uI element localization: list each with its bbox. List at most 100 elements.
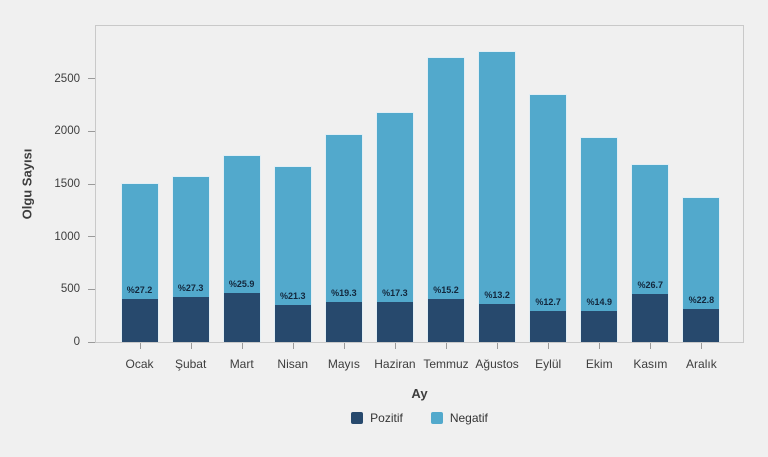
segment-negatif <box>274 167 311 305</box>
bar-percent-label: %21.3 <box>280 291 306 301</box>
x-category-label: Ocak <box>125 357 154 371</box>
stacked-bar: %26.7 <box>631 164 670 342</box>
segment-pozitif <box>632 294 669 342</box>
stacked-bar: %25.9 <box>222 155 261 342</box>
segment-negatif <box>376 113 413 302</box>
x-category-label: Eylül <box>535 357 562 371</box>
x-tick-mark <box>190 343 192 349</box>
x-category-label: Ağustos <box>475 357 519 371</box>
segment-negatif <box>479 52 516 304</box>
legend-label-pozitif: Pozitif <box>370 411 403 425</box>
segment-pozitif <box>428 299 464 342</box>
bar-percent-label: %27.3 <box>177 283 204 293</box>
segment-negatif <box>530 95 567 311</box>
x-tick-mark <box>497 343 499 349</box>
stacked-bar: %12.7 <box>529 94 568 342</box>
y-tick-label: 500 <box>60 283 80 296</box>
x-category-label: Haziran <box>374 357 416 371</box>
x-tick-mark <box>343 343 345 349</box>
bar-percent-label: %19.3 <box>331 288 357 298</box>
segment-negatif <box>121 184 158 299</box>
negatif-swatch-icon <box>430 412 443 424</box>
bar-slot: Kasım %26.7 <box>625 26 676 371</box>
x-category-label: Nisan <box>277 357 309 371</box>
x-tick-mark <box>650 343 652 349</box>
y-tick-mark <box>88 236 95 238</box>
y-tick-mark <box>88 78 95 80</box>
stacked-bar: %22.8 <box>682 197 721 342</box>
segment-negatif <box>172 177 209 297</box>
y-tick-mark <box>88 288 95 290</box>
y-tick-label: 0 <box>73 336 80 348</box>
bar-percent-label: %22.8 <box>688 295 715 305</box>
bar-percent-label: %14.9 <box>586 297 612 307</box>
y-tick-label: 1000 <box>54 230 80 243</box>
bar-slot: Eylül %12.7 <box>523 26 574 371</box>
x-tick-mark <box>599 343 601 349</box>
bar-percent-label: %12.7 <box>535 297 561 307</box>
pozitif-swatch-icon <box>351 412 364 424</box>
y-tick-label: 2000 <box>54 125 80 138</box>
x-tick-mark <box>241 343 243 349</box>
segment-pozitif <box>325 302 362 342</box>
stacked-bar: %15.2 <box>427 57 465 342</box>
x-tick-mark <box>446 343 447 349</box>
y-tick-mark <box>88 183 95 185</box>
y-tick-label: 1500 <box>54 178 80 190</box>
bar-slot: Ocak %27.2 <box>114 26 165 371</box>
bar-slot: Şubat %27.3 <box>165 26 216 371</box>
legend-label-negatif: Negatif <box>449 411 488 425</box>
segment-negatif <box>428 58 464 299</box>
legend-item-negatif: Negatif <box>430 411 488 425</box>
bar-percent-label: %17.3 <box>382 288 408 298</box>
bar-slot: Ekim %14.9 <box>574 26 625 371</box>
bar-slot: Mart %25.9 <box>216 26 267 371</box>
segment-pozitif <box>581 311 618 342</box>
x-category-label: Aralık <box>686 357 717 371</box>
y-tick-mark <box>88 130 95 132</box>
bar-slot: Mayıs %19.3 <box>318 26 369 371</box>
segment-pozitif <box>274 305 311 342</box>
stacked-bar: %21.3 <box>273 166 312 342</box>
bar-slot: Temmuz %15.2 <box>420 26 471 371</box>
y-tick-label: 2500 <box>54 72 80 85</box>
segment-negatif <box>325 135 362 302</box>
bar-percent-label: %25.9 <box>228 279 255 289</box>
x-category-label: Ekim <box>585 357 613 371</box>
x-category-label: Mart <box>229 357 254 371</box>
x-category-label: Mayıs <box>327 357 360 371</box>
segment-pozitif <box>121 299 158 342</box>
x-category-label: Temmuz <box>423 357 469 371</box>
x-axis-title: Ay <box>411 386 428 401</box>
segment-negatif <box>223 156 260 293</box>
bar-slot: Aralık %22.8 <box>676 26 727 371</box>
x-category-label: Şubat <box>174 357 207 371</box>
x-category-label: Kasım <box>633 357 668 371</box>
stacked-bar: %27.2 <box>120 183 159 342</box>
plot-area: 0 500 1000 1500 2000 2500 Ocak %27.2 Şubat %27.3… <box>54 25 744 371</box>
segment-negatif <box>683 198 720 309</box>
segment-pozitif <box>172 297 209 342</box>
segment-pozitif <box>479 304 516 342</box>
legend: Pozitif Negatif <box>95 411 744 425</box>
bar-percent-label: %27.2 <box>126 285 153 295</box>
x-tick-mark <box>701 343 703 349</box>
segment-pozitif <box>683 309 720 342</box>
bars-container: Ocak %27.2 Şubat %27.3 Mart %25.9 Nisan %21.3 Ma… <box>96 26 743 371</box>
x-tick-mark <box>292 343 294 349</box>
stacked-bar: %14.9 <box>580 137 619 342</box>
x-tick-mark <box>139 343 141 349</box>
stacked-bar: %13.2 <box>478 51 517 342</box>
bar-slot: Ağustos %13.2 <box>472 26 523 371</box>
bar-percent-label: %13.2 <box>484 290 510 300</box>
bar-percent-label: %26.7 <box>637 280 664 290</box>
y-tick-mark <box>88 341 95 343</box>
segment-negatif <box>581 138 618 311</box>
legend-item-pozitif: Pozitif <box>351 411 403 425</box>
x-tick-mark <box>394 343 396 349</box>
segment-negatif <box>632 165 669 294</box>
segment-pozitif <box>530 311 567 342</box>
bar-percent-label: %15.2 <box>433 285 459 295</box>
segment-pozitif <box>376 302 413 342</box>
x-tick-mark <box>548 343 550 349</box>
